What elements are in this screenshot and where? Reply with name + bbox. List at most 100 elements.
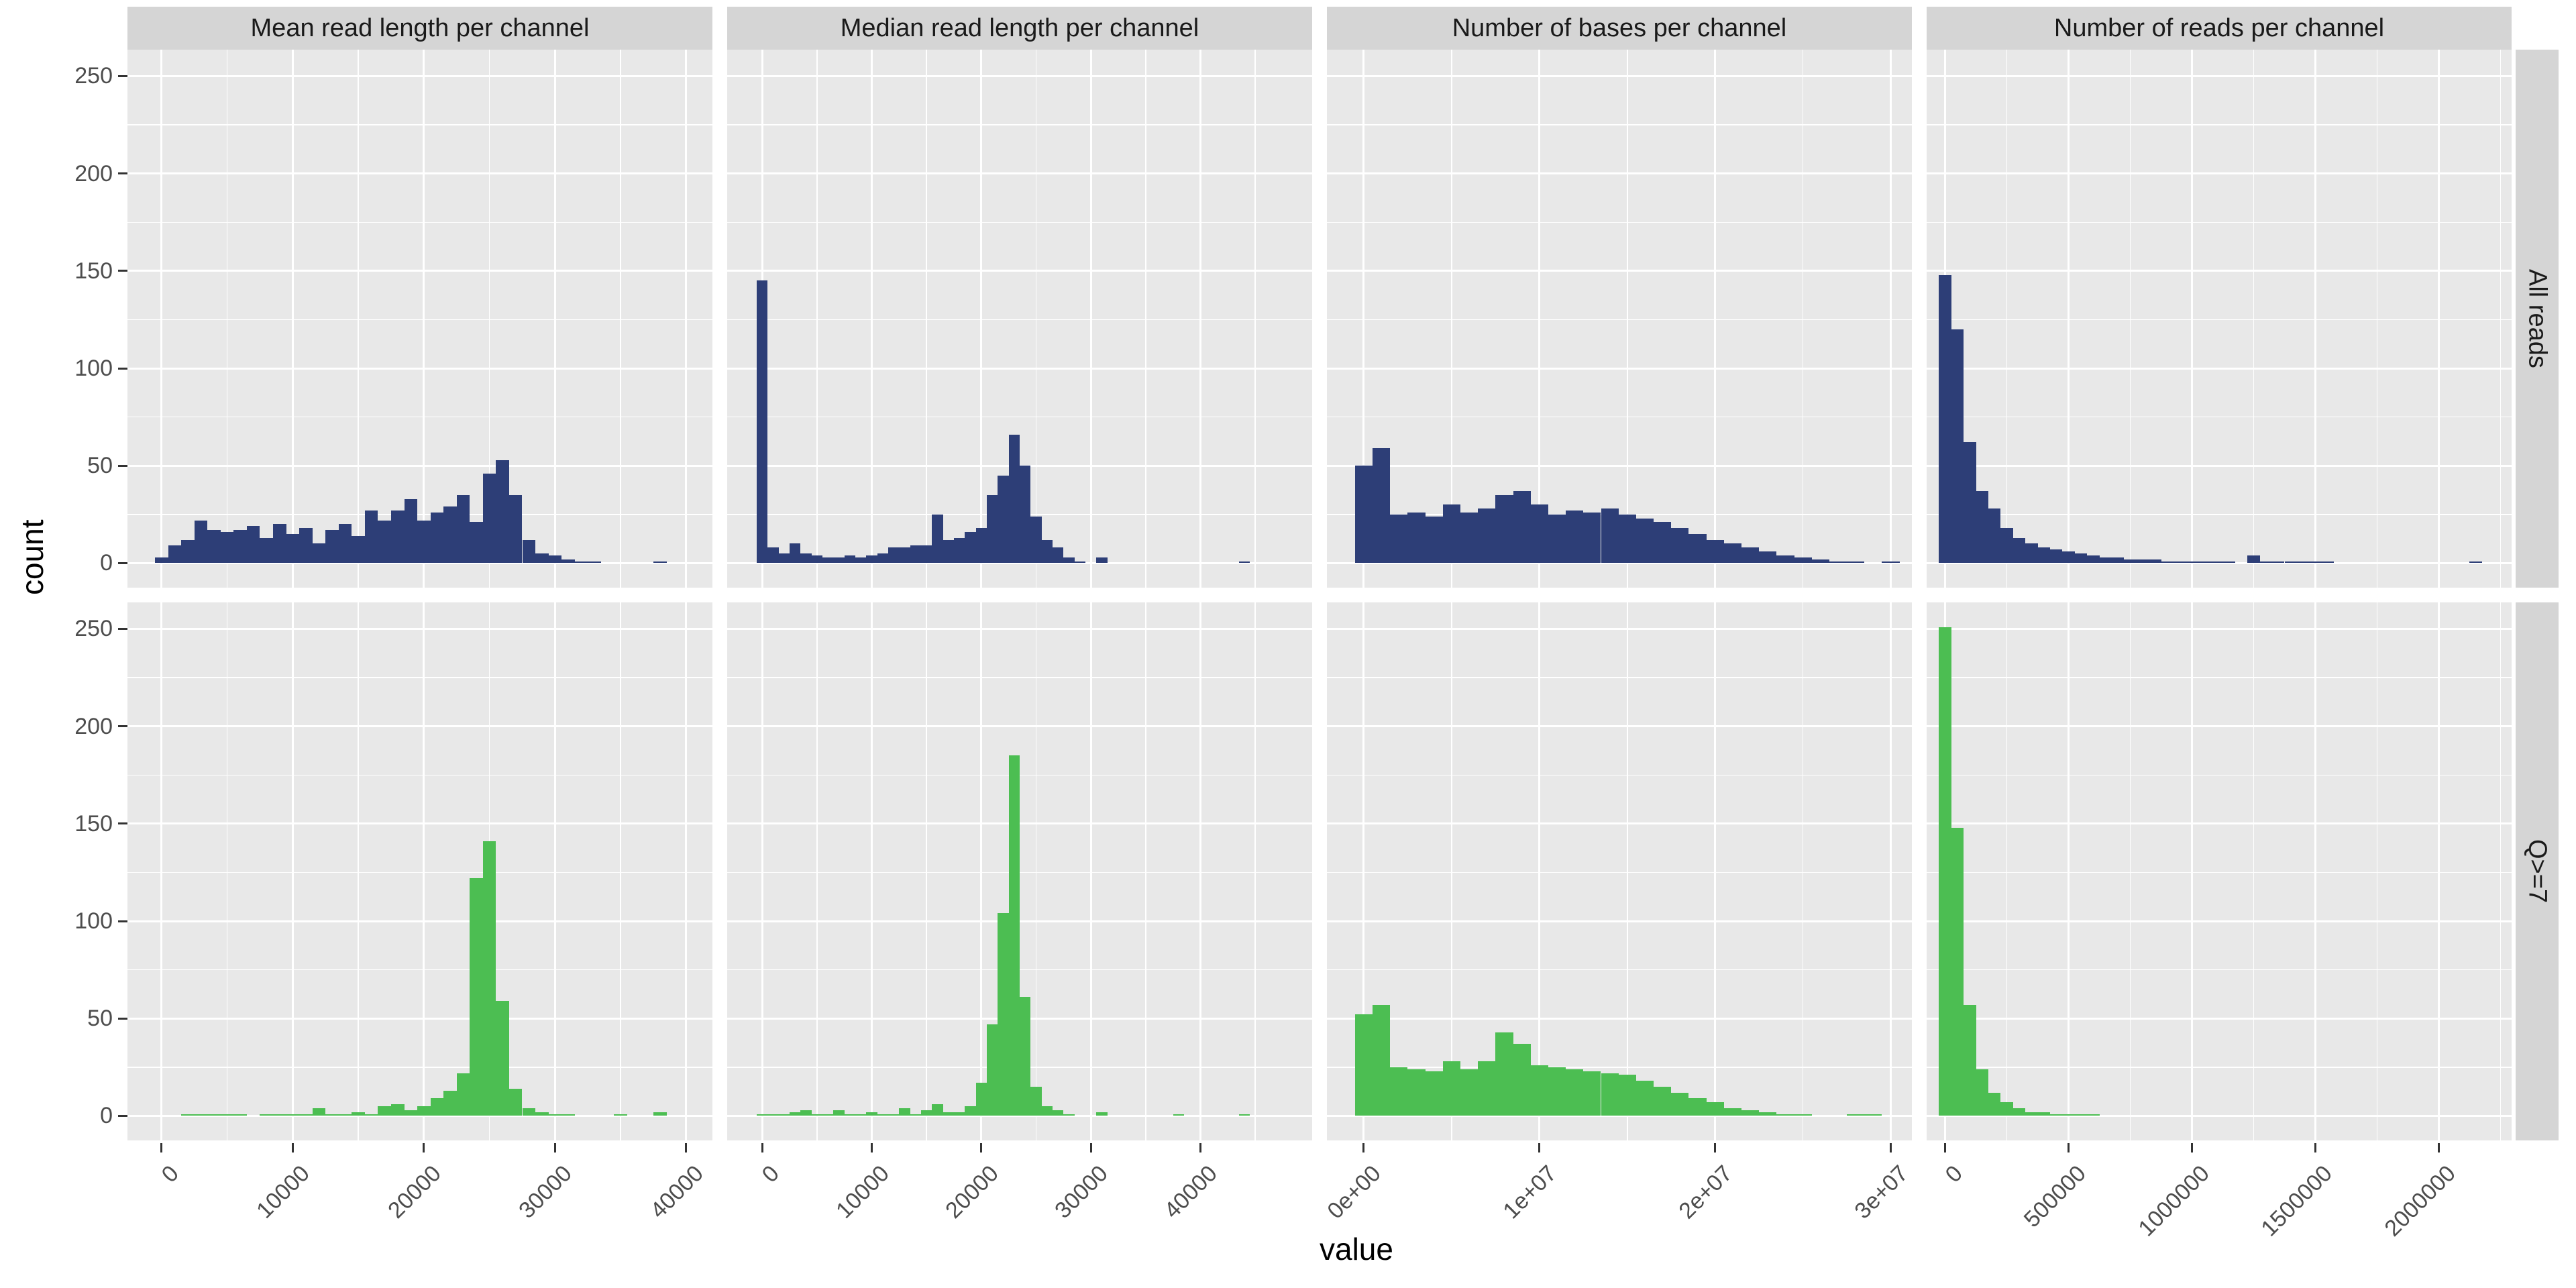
facet-strip-col: Mean read length per channel: [127, 7, 712, 50]
histogram-bar: [1654, 522, 1672, 564]
facet-strip-row-label: Q>=7: [2523, 839, 2552, 904]
x-tick-mark: [685, 1143, 688, 1152]
x-tick-mark: [423, 1143, 425, 1152]
histogram-bar: [954, 1112, 965, 1116]
histogram-bar: [1951, 827, 1964, 1116]
histogram-bar: [1776, 555, 1794, 564]
gridline-minor-h: [127, 969, 712, 971]
gridline-major-v: [685, 50, 688, 588]
x-tick-label: 2e+07: [1674, 1161, 1737, 1224]
histogram-bar: [496, 1001, 509, 1116]
facet-panel: [127, 50, 712, 588]
histogram-bar: [1460, 1069, 1479, 1116]
facet-strip-row: Q>=7: [2516, 602, 2559, 1140]
histogram-bar: [155, 557, 168, 564]
gridline-major-v: [2191, 50, 2194, 588]
gridline-minor-v: [620, 602, 621, 1140]
gridline-major-v: [980, 602, 983, 1140]
y-tick-label: 150: [74, 810, 113, 837]
gridline-minor-h: [1327, 514, 1912, 515]
gridline-major-v: [553, 602, 556, 1140]
gridline-major-h: [1327, 920, 1912, 922]
gridline-major-h: [127, 627, 712, 630]
histogram-bar: [2012, 537, 2026, 564]
histogram-bar: [1864, 1114, 1882, 1116]
histogram-bar: [1238, 561, 1250, 564]
histogram-bar: [1706, 1102, 1724, 1116]
gridline-major-v: [423, 50, 425, 588]
histogram-bar: [2259, 561, 2273, 564]
histogram-bar: [800, 1110, 812, 1116]
gridline-major-v: [2314, 50, 2316, 588]
histogram-bar: [2111, 557, 2125, 564]
histogram-bar: [417, 1106, 431, 1116]
gridline-major-h: [727, 74, 1312, 77]
gridline-major-h: [127, 464, 712, 467]
y-tick-mark: [118, 367, 127, 370]
gridline-minor-v: [226, 50, 228, 588]
histogram-bar: [2272, 561, 2285, 564]
gridline-major-v: [423, 602, 425, 1140]
gridline-major-h: [1327, 367, 1912, 370]
histogram-bar: [1238, 1114, 1250, 1116]
histogram-bar: [194, 520, 208, 564]
gridline-minor-v: [1035, 50, 1037, 588]
gridline-minor-v: [2006, 50, 2008, 588]
histogram-bar: [1354, 1014, 1373, 1116]
gridline-minor-v: [358, 50, 359, 588]
gridline-minor-h: [727, 871, 1312, 873]
histogram-bar: [767, 1114, 779, 1116]
gridline-major-v: [2314, 602, 2316, 1140]
histogram-bar: [1041, 1106, 1053, 1116]
histogram-bar: [1442, 504, 1460, 564]
x-tick-mark: [761, 1143, 763, 1152]
gridline-minor-h: [127, 1067, 712, 1068]
histogram-bar: [260, 1114, 274, 1116]
histogram-bar: [822, 1114, 834, 1116]
histogram-bar: [975, 528, 987, 564]
x-tick-mark: [1362, 1143, 1365, 1152]
gridline-minor-v: [2253, 50, 2255, 588]
y-tick-mark: [118, 74, 127, 77]
histogram-bar: [1063, 557, 1075, 564]
histogram-bar: [767, 547, 779, 564]
gridline-minor-h: [727, 221, 1312, 223]
histogram-bar: [899, 547, 910, 564]
histogram-bar: [2247, 555, 2260, 564]
histogram-bar: [998, 475, 1009, 564]
histogram-bar: [1354, 466, 1373, 564]
histogram-bar: [1513, 1044, 1531, 1116]
gridline-minor-h: [1927, 774, 2512, 776]
histogram-bar: [855, 557, 867, 564]
gridline-minor-v: [2500, 50, 2502, 588]
histogram-bar: [653, 561, 667, 564]
y-tick-mark: [118, 270, 127, 272]
histogram-bar: [1390, 1067, 1408, 1116]
histogram-bar: [1442, 1061, 1460, 1116]
facet-strip-row: All reads: [2516, 50, 2559, 588]
histogram-bar: [1671, 528, 1689, 564]
histogram-bar: [2309, 561, 2322, 564]
histogram-bar: [1794, 1114, 1812, 1116]
histogram-bar: [1173, 1114, 1184, 1116]
histogram-bar: [910, 545, 922, 564]
gridline-minor-v: [2129, 602, 2131, 1140]
histogram-bar: [1583, 1071, 1601, 1116]
gridline-minor-v: [1254, 602, 1256, 1140]
histogram-bar: [2025, 1112, 2038, 1116]
histogram-bar: [2198, 561, 2211, 564]
y-tick-label: 50: [87, 1006, 113, 1032]
histogram-bar: [233, 1114, 247, 1116]
facet-panel: [1927, 602, 2512, 1140]
gridline-major-v: [2437, 602, 2440, 1140]
gridline-minor-v: [2500, 602, 2502, 1140]
gridline-major-v: [160, 50, 163, 588]
histogram-bar: [1478, 508, 1496, 564]
histogram-bar: [1052, 1110, 1064, 1116]
histogram-bar: [888, 1114, 900, 1116]
histogram-bar: [790, 1112, 801, 1116]
histogram-bar: [168, 545, 182, 564]
gridline-minor-v: [816, 50, 818, 588]
gridline-minor-h: [1327, 774, 1912, 776]
histogram-bar: [932, 514, 943, 564]
